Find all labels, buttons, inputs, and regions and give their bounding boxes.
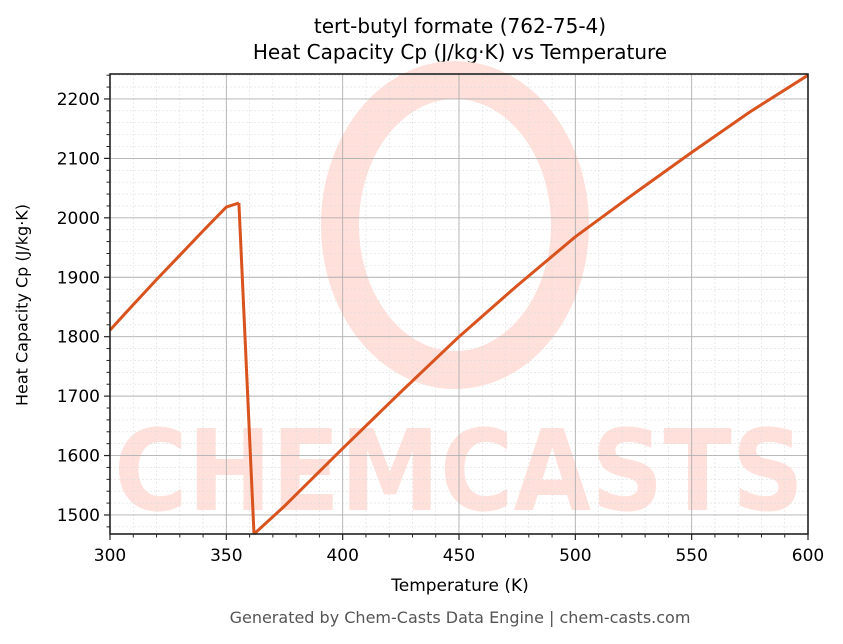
- svg-text:2200: 2200: [57, 90, 100, 110]
- svg-text:550: 550: [675, 546, 707, 566]
- svg-text:600: 600: [792, 546, 824, 566]
- axis-ticks: 300 350 400 450 500 550 600 1500 1600 1700 1800 190…: [57, 74, 824, 566]
- chart-subtitle: Heat Capacity Cp (J/kg·K) vs Temperature: [252, 40, 668, 64]
- svg-text:2100: 2100: [57, 149, 100, 169]
- svg-text:350: 350: [210, 546, 242, 566]
- data-series: [108, 73, 809, 536]
- svg-text:1700: 1700: [57, 387, 100, 407]
- svg-text:2000: 2000: [57, 209, 100, 229]
- footer-credit: Generated by Chem-Casts Data Engine | ch…: [229, 608, 691, 627]
- svg-text:300: 300: [94, 546, 126, 566]
- svg-text:1600: 1600: [57, 447, 100, 467]
- chart-title: tert-butyl formate (762-75-4): [313, 14, 607, 38]
- svg-text:400: 400: [326, 546, 358, 566]
- svg-text:450: 450: [443, 546, 475, 566]
- svg-text:1900: 1900: [57, 268, 100, 288]
- svg-text:1800: 1800: [57, 328, 100, 348]
- x-axis-label: Temperature (K): [391, 576, 529, 596]
- svg-text:1500: 1500: [57, 506, 100, 526]
- svg-text:500: 500: [559, 546, 591, 566]
- y-axis-label: Heat Capacity Cp (J/kg·K): [12, 203, 32, 407]
